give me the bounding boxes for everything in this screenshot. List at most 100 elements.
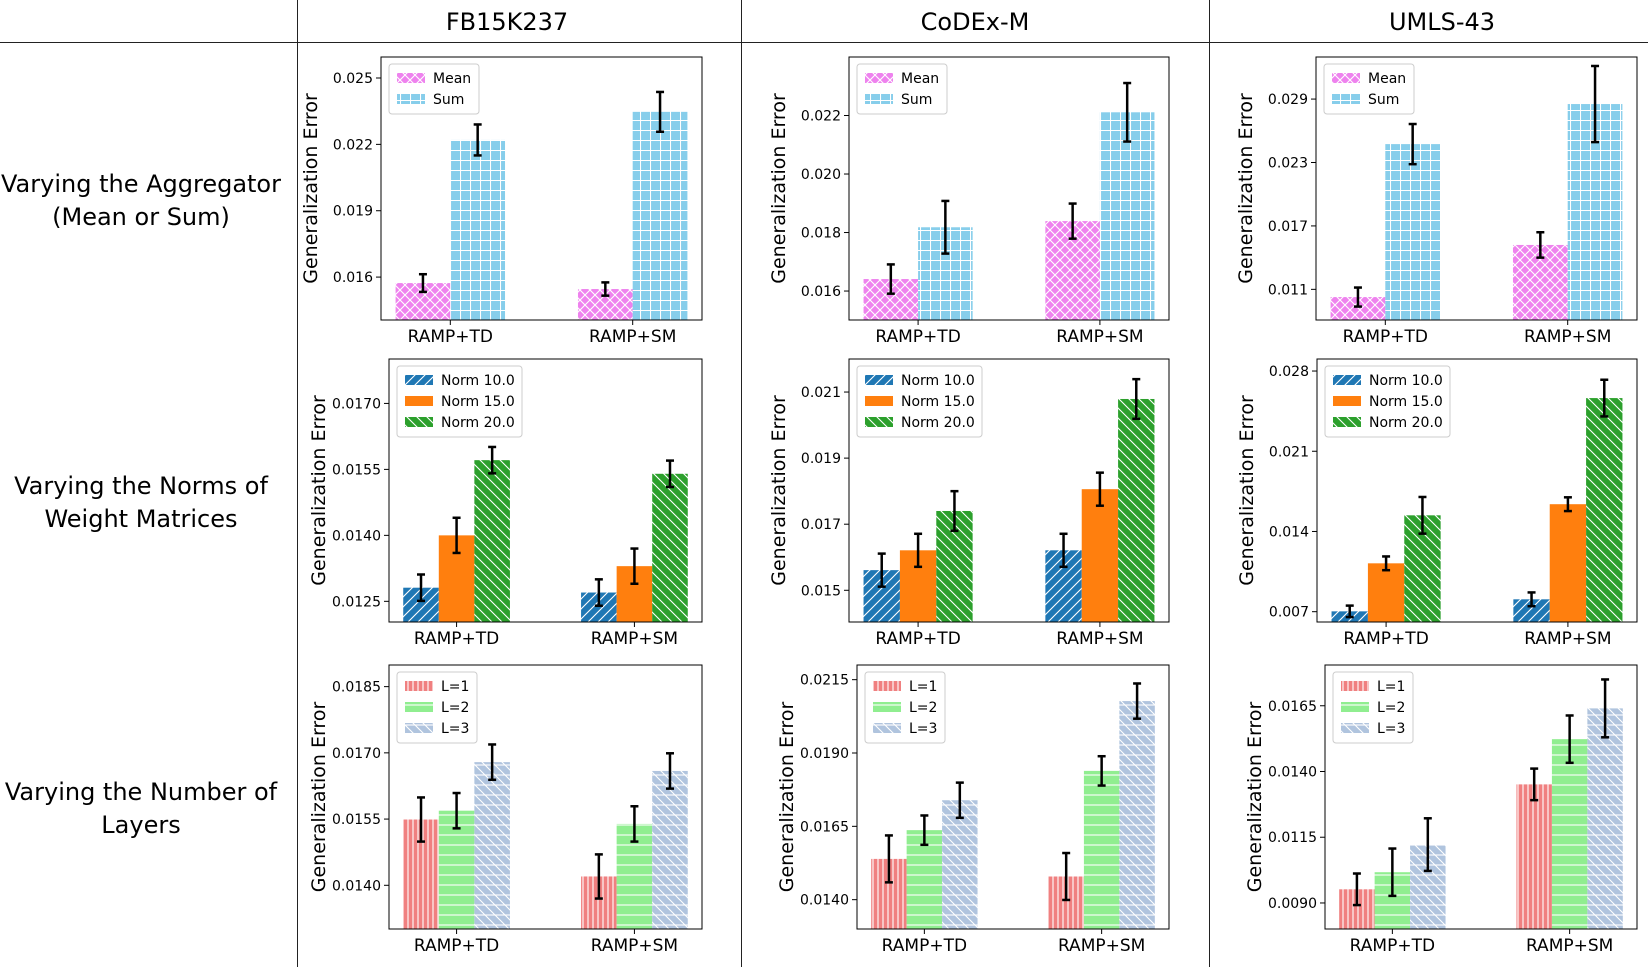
legend-label: Norm 10.0 [1369,373,1443,389]
error-bar [1132,377,1141,421]
bar-norm-20-0-ramp-sm [1586,398,1623,622]
legend-label: L=3 [909,721,937,737]
legend-label: L=2 [909,700,937,716]
legend-label: L=1 [909,679,937,695]
y-axis-label: Generalization Error [308,395,330,586]
y-tick-label: 0.018 [801,226,841,242]
error-bar [418,272,427,294]
error-bar [1123,81,1132,143]
legend-swatch [405,702,433,712]
legend-label: Sum [1368,92,1399,108]
error-bar [1601,678,1610,739]
chart-umls-43-row3: 0.0090 0.0115 0.0140 0.0165 RAMP+TD RAMP+SM Ge… [1244,664,1638,956]
legend-swatch [865,417,893,427]
y-tick-label: 0.021 [1269,444,1309,460]
legend-swatch [405,396,433,406]
bar-norm-20-0-ramp-sm [1118,398,1155,622]
bar-norm-15-0-ramp-sm [1549,504,1587,622]
axes-frame [1315,56,1638,321]
y-axis-label: Generalization Error [1244,702,1266,893]
bar-l-2-ramp-sm [1083,770,1120,929]
legend-swatch [1341,702,1369,712]
error-bar [665,752,674,790]
error-bar [884,834,893,884]
error-bar [594,578,603,607]
bar-l-3-ramp-sm [1119,701,1155,929]
x-tick-label: RAMP+TD [1343,629,1428,649]
y-axis-label: Generalization Error [776,702,798,893]
legend: L=1 L=2 L=3 [1332,671,1414,744]
axes-frame [380,56,703,321]
legend-swatch [405,681,433,691]
legend-swatch [405,375,433,385]
y-tick-label: 0.0090 [1268,896,1317,912]
bar-norm-15-0-ramp-td [1367,563,1405,622]
axes-frame [848,56,1170,321]
bar-l-2-ramp-td [438,810,475,929]
y-tick-label: 0.0170 [332,396,381,412]
y-tick-label: 0.0140 [332,878,381,894]
error-bar [1536,231,1545,259]
row-header-norms: Varying the Norms of Weight Matrices [0,470,282,536]
legend-label: Norm 20.0 [1369,415,1443,431]
error-bar [1388,847,1397,898]
chart-umls-43-row2: 0.007 0.014 0.021 0.028 RAMP+TD RAMP+SM Genera… [1236,358,1638,649]
error-bar [886,263,895,295]
y-tick-label: 0.0165 [1268,699,1317,715]
error-bar [630,805,639,843]
bar-norm-20-0-ramp-td [474,460,510,622]
error-bar [1530,767,1539,802]
legend-label: Mean [901,71,939,87]
bar-sum-ramp-td [1385,144,1441,320]
y-axis-label: Generalization Error [1236,395,1258,586]
error-bar [1095,471,1104,507]
y-tick-label: 0.022 [801,109,841,125]
legend-swatch [865,94,893,104]
legend-swatch [1332,73,1360,83]
legend-swatch [1333,375,1361,385]
y-tick-label: 0.0140 [332,528,381,544]
y-tick-label: 0.017 [801,517,841,533]
error-bar [665,459,674,489]
y-tick-label: 0.023 [1268,155,1308,171]
legend-swatch [405,723,433,733]
error-bar [473,123,482,157]
x-tick-label: RAMP+SM [1526,936,1613,956]
error-bar [1418,495,1427,535]
y-tick-label: 0.0215 [800,673,849,689]
column-divider [1209,0,1210,967]
y-tick-label: 0.0165 [800,819,849,835]
bar-l-3-ramp-sm [652,770,688,929]
legend: Mean Sum [856,63,948,115]
y-tick-label: 0.0140 [1268,764,1317,780]
column-divider [297,0,298,967]
error-bar [488,445,497,475]
y-tick-label: 0.0185 [332,680,381,696]
error-bar [488,743,497,782]
legend-label: Norm 15.0 [901,394,975,410]
error-bar [417,796,426,843]
legend-swatch [865,396,893,406]
bar-l-2-ramp-td [906,830,943,929]
x-tick-label: RAMP+TD [875,629,960,649]
legend-label: Sum [433,92,464,108]
bar-l-3-ramp-td [942,800,978,929]
y-axis-label: Generalization Error [300,93,322,284]
bar-l-3-ramp-td [474,762,510,929]
axes-frame [1316,358,1638,623]
y-axis-label: Generalization Error [1235,93,1257,284]
error-bar [656,90,665,134]
row-header-line: Weight Matrices [44,505,238,533]
chart-codex-m-row2: 0.015 0.017 0.019 0.021 RAMP+TD RAMP+SM Genera… [768,358,1170,649]
axes-frame [856,664,1170,930]
y-tick-label: 0.017 [1268,219,1308,235]
legend-label: L=3 [441,721,469,737]
axes-frame [848,358,1170,623]
x-tick-label: RAMP+TD [414,629,499,649]
bar-l-1-ramp-sm [1516,784,1552,929]
row-header-line: (Mean or Sum) [52,203,230,231]
x-tick-label: RAMP+SM [589,327,676,347]
legend-label: Norm 10.0 [441,373,515,389]
chart-codex-m-row3: 0.0140 0.0165 0.0190 0.0215 RAMP+TD RAMP+SM Ge… [776,664,1170,956]
y-tick-label: 0.019 [333,204,373,220]
